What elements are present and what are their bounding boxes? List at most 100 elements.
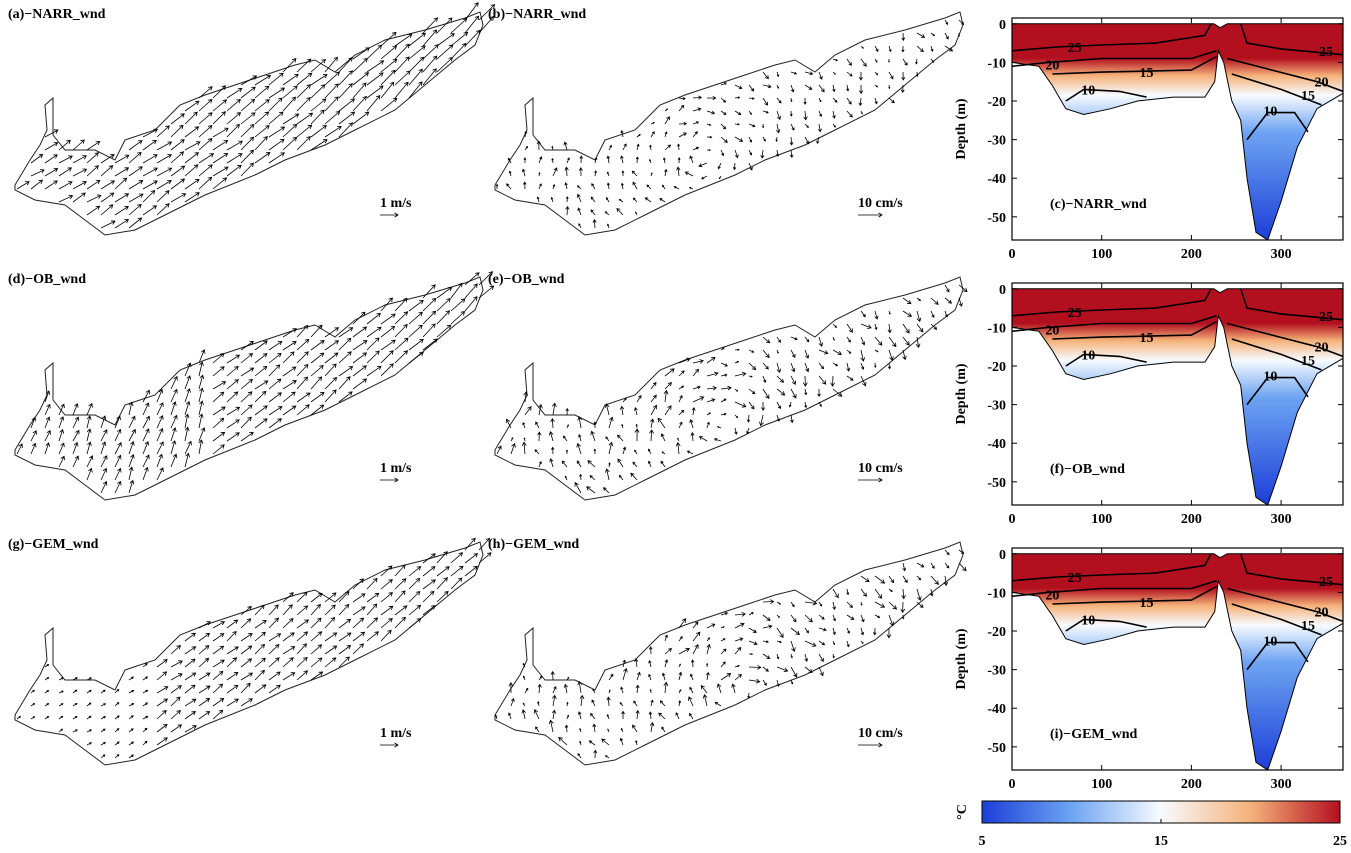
colorbar-tick-label: 25 bbox=[1333, 834, 1347, 848]
map-panel: (e)−OB_wnd 10 cm/s bbox=[488, 272, 968, 501]
scale-arrow bbox=[380, 742, 399, 748]
contour-line bbox=[1246, 376, 1309, 406]
contour-label: 10 bbox=[1263, 105, 1277, 120]
lake-outline bbox=[14, 276, 484, 501]
contour-label: 20 bbox=[1314, 341, 1328, 356]
flow-vectors bbox=[16, 271, 495, 494]
flow-vectors bbox=[496, 284, 968, 494]
contour-line bbox=[1239, 288, 1344, 321]
contour-line bbox=[1231, 603, 1322, 636]
y-axis-label: Depth (m) bbox=[954, 628, 969, 689]
lake-outline bbox=[14, 541, 484, 766]
contour-label: 25 bbox=[1319, 310, 1333, 325]
contour-line bbox=[1239, 23, 1344, 56]
contour-label: 10 bbox=[1263, 370, 1277, 385]
contour-label: 15 bbox=[1301, 354, 1315, 369]
contour-label: 25 bbox=[1319, 575, 1333, 590]
contour-label: 15 bbox=[1140, 331, 1154, 346]
contour-line bbox=[1052, 55, 1217, 75]
map-panel: (b)−NARR_wnd 10 cm/s bbox=[488, 7, 965, 236]
contour-line bbox=[1227, 587, 1344, 623]
contour-label: 10 bbox=[1081, 348, 1095, 363]
y-tick-label: 0 bbox=[999, 283, 1006, 298]
y-tick-label: -10 bbox=[987, 321, 1006, 336]
contour-line bbox=[1052, 585, 1217, 605]
contour-line bbox=[1011, 315, 1217, 333]
contour-line bbox=[1065, 353, 1147, 367]
colorbar-tick-label: 15 bbox=[1154, 834, 1168, 848]
scale-label: 1 m/s bbox=[380, 196, 412, 211]
panel-title: (a)−NARR_wnd bbox=[8, 7, 106, 22]
flow-vectors bbox=[16, 537, 492, 759]
panel-label: (i)−GEM_wnd bbox=[1050, 727, 1138, 742]
x-tick-label: 300 bbox=[1271, 247, 1292, 262]
contour-line bbox=[1065, 88, 1147, 102]
map-panel: (g)−GEM_wnd 1 m/s bbox=[8, 537, 492, 766]
contour-label: 20 bbox=[1045, 588, 1059, 603]
y-tick-label: -20 bbox=[987, 360, 1006, 375]
colorbar-tick-label: 5 bbox=[979, 834, 986, 848]
lake-outline bbox=[494, 541, 964, 766]
x-tick-label: 100 bbox=[1091, 512, 1112, 527]
x-tick-label: 200 bbox=[1181, 777, 1202, 792]
panel-title: (e)−OB_wnd bbox=[488, 272, 565, 287]
contour-label: 15 bbox=[1301, 89, 1315, 104]
y-tick-label: -50 bbox=[987, 211, 1006, 226]
lake-outline bbox=[494, 11, 964, 236]
contour-label: 20 bbox=[1314, 76, 1328, 91]
scale-label: 10 cm/s bbox=[858, 196, 903, 211]
scale-arrow bbox=[380, 212, 399, 218]
contour-label: 15 bbox=[1140, 596, 1154, 611]
y-tick-label: -40 bbox=[987, 702, 1006, 717]
contour-label: 10 bbox=[1081, 83, 1095, 98]
x-tick-label: 100 bbox=[1091, 777, 1112, 792]
contour-label: 10 bbox=[1263, 635, 1277, 650]
map-panel: (h)−GEM_wnd 10 cm/s bbox=[488, 537, 967, 766]
scale-label: 10 cm/s bbox=[858, 726, 903, 741]
contour-label: 25 bbox=[1068, 306, 1082, 321]
flow-vectors bbox=[495, 549, 967, 759]
y-tick-label: -40 bbox=[987, 437, 1006, 452]
x-tick-label: 0 bbox=[1009, 247, 1016, 262]
contour-label: 20 bbox=[1314, 606, 1328, 621]
contour-label: 20 bbox=[1045, 58, 1059, 73]
flow-vectors bbox=[495, 19, 965, 229]
contour-label: 25 bbox=[1068, 41, 1082, 56]
y-tick-label: -50 bbox=[987, 741, 1006, 756]
y-axis-label: Depth (m) bbox=[954, 98, 969, 159]
axes-frame bbox=[1011, 17, 1344, 241]
contour-line bbox=[1011, 553, 1212, 582]
scale-label: 1 m/s bbox=[380, 726, 412, 741]
x-tick-label: 0 bbox=[1009, 777, 1016, 792]
y-axis-label: Depth (m) bbox=[954, 363, 969, 424]
x-tick-label: 200 bbox=[1181, 247, 1202, 262]
contour-line bbox=[1011, 288, 1212, 317]
x-tick-label: 200 bbox=[1181, 512, 1202, 527]
contour-line bbox=[1052, 320, 1217, 340]
y-tick-label: 0 bbox=[999, 548, 1006, 563]
colorbar-unit: °C bbox=[955, 804, 970, 820]
contour-line bbox=[1246, 111, 1309, 141]
y-tick-label: -20 bbox=[987, 625, 1006, 640]
contour-line bbox=[1011, 23, 1212, 52]
x-tick-label: 0 bbox=[1009, 512, 1016, 527]
contour-line bbox=[1227, 322, 1344, 358]
y-tick-label: -10 bbox=[987, 586, 1006, 601]
y-tick-label: -30 bbox=[987, 399, 1006, 414]
scale-arrow bbox=[380, 477, 399, 483]
flow-vectors bbox=[16, 2, 496, 229]
scale-label: 1 m/s bbox=[380, 461, 412, 476]
axes-frame bbox=[1011, 547, 1344, 771]
panel-title: (d)−OB_wnd bbox=[8, 272, 86, 287]
panel-label: (f)−OB_wnd bbox=[1050, 462, 1125, 477]
panel-label: (c)−NARR_wnd bbox=[1050, 197, 1147, 212]
contour-line bbox=[1246, 641, 1309, 671]
contour-line bbox=[1231, 73, 1322, 106]
contour-label: 15 bbox=[1301, 619, 1315, 634]
y-tick-label: -10 bbox=[987, 56, 1006, 71]
x-tick-label: 100 bbox=[1091, 247, 1112, 262]
